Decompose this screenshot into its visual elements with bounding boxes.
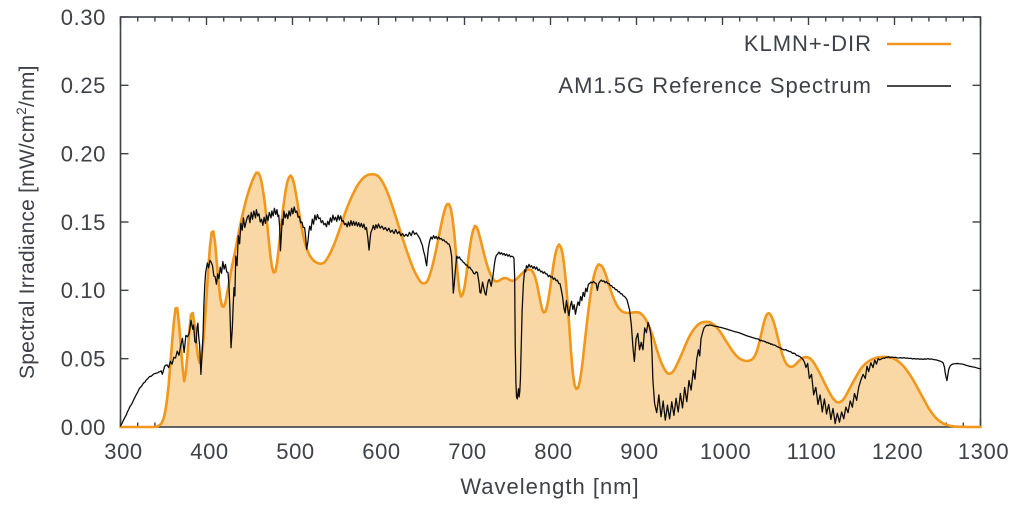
legend-entry-am15g: AM1.5G Reference Spectrum bbox=[558, 73, 951, 99]
x-tick-label: 400 bbox=[190, 439, 229, 464]
x-tick-label: 500 bbox=[276, 439, 315, 464]
y-axis-title-text: Spectral Irradiance [mW/cm bbox=[16, 114, 39, 379]
legend-line-sample-klmn-dir bbox=[887, 42, 951, 45]
legend-label-klmn-dir: KLMN+-DIR bbox=[743, 30, 872, 56]
x-tick-label: 1200 bbox=[872, 439, 923, 464]
x-tick-label: 300 bbox=[104, 439, 143, 464]
x-tick-label: 800 bbox=[534, 439, 573, 464]
legend-line-sample-am15g bbox=[887, 84, 951, 87]
x-tick-label: 1000 bbox=[700, 439, 751, 464]
klmn-dir-area-fill bbox=[120, 172, 981, 427]
klmn-dir-curve bbox=[119, 171, 982, 429]
y-axis-title-unit: /nm] bbox=[16, 65, 39, 108]
plot-frame bbox=[119, 16, 982, 428]
legend-entry-klmn-dir: KLMN+-DIR bbox=[744, 31, 951, 57]
x-tick-label: 600 bbox=[362, 439, 401, 464]
y-tick-label: 0.30 bbox=[61, 5, 106, 30]
y-tick-label: 0.10 bbox=[61, 278, 106, 303]
y-tick-label: 0.20 bbox=[61, 141, 106, 166]
x-tick-label: 700 bbox=[448, 439, 487, 464]
y-tick-label: 0.00 bbox=[61, 415, 106, 440]
tick-labels: 300 400 500 600 700 800 900 1000 1100 1200 1300 0.0… bbox=[61, 5, 1009, 464]
x-tick-label: 900 bbox=[620, 439, 659, 464]
x-axis-title: Wavelength [nm] bbox=[460, 474, 640, 499]
y-axis-title-superscript: 2 bbox=[14, 107, 29, 115]
y-tick-label: 0.05 bbox=[61, 346, 106, 371]
y-axis-title: Spectral Irradiance [mW/cm2/nm] bbox=[14, 65, 40, 379]
legend-label-am15g: AM1.5G Reference Spectrum bbox=[558, 72, 872, 98]
x-tick-label: 1300 bbox=[958, 439, 1009, 464]
y-tick-label: 0.25 bbox=[61, 73, 106, 98]
am15g-reference-curve bbox=[119, 206, 982, 427]
y-tick-label: 0.15 bbox=[61, 210, 106, 235]
x-tick-label: 1100 bbox=[787, 439, 837, 464]
